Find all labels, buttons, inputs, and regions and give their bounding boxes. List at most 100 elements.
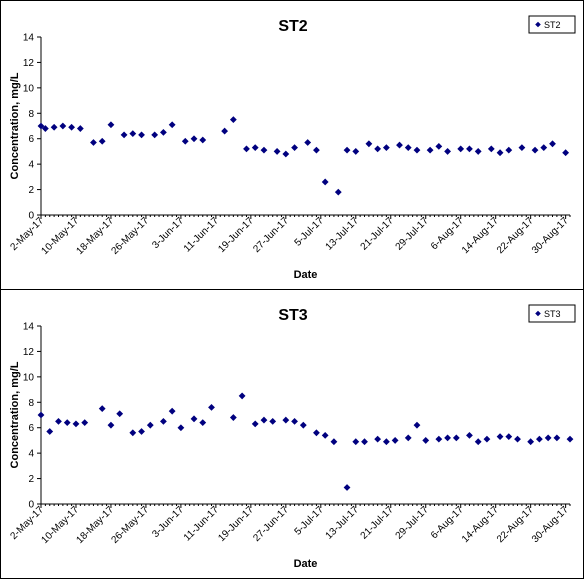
x-tick-label: 22-Aug-17 (495, 504, 536, 545)
data-point (199, 419, 207, 427)
data-point (562, 149, 570, 157)
chart-panel-st3: ST3 0 2 4 6 8 10 12 14 2-May-17 10-May-17 18-May-17… (0, 289, 584, 579)
data-point (382, 438, 390, 446)
legend-box (528, 15, 576, 34)
data-point (181, 137, 189, 145)
legend-label: ST3 (544, 309, 561, 319)
chart-svg-st3: ST3024681012142-May-1710-May-1718-May-17… (8, 304, 576, 570)
legend-label: ST2 (544, 20, 561, 30)
data-point (313, 429, 320, 437)
x-tick-label: 26-May-17 (109, 504, 151, 546)
data-point (553, 434, 561, 442)
data-point (444, 434, 451, 442)
data-point (496, 433, 504, 441)
data-point (269, 417, 277, 425)
legend: ST2 (528, 15, 576, 34)
data-point (487, 145, 495, 153)
data-point (168, 407, 176, 415)
data-point (334, 188, 342, 196)
data-point (404, 434, 412, 442)
data-point (116, 410, 124, 418)
data-point (365, 140, 373, 148)
data-point (55, 417, 62, 425)
y-tick-label: 12 (23, 58, 35, 69)
data-point (391, 437, 399, 444)
data-point (260, 146, 268, 154)
data-point (221, 127, 229, 135)
chart-title: ST3 (278, 307, 307, 324)
y-tick-label: 0 (28, 500, 34, 511)
data-point (37, 411, 45, 419)
chart-panel-st2: ST2 0 2 4 6 8 10 12 14 2-May-17 10-May-17 18-May-17… (0, 0, 584, 290)
data-point (540, 144, 548, 152)
x-tick-label: 21-Jul-17 (359, 504, 397, 542)
data-point (474, 148, 482, 155)
data-point (146, 421, 154, 429)
chart-title: ST2 (278, 18, 307, 35)
data-point (282, 416, 290, 424)
data-point (452, 434, 460, 442)
data-point (466, 431, 473, 439)
data-point (229, 116, 237, 124)
legend-box (528, 304, 576, 323)
y-tick-label: 2 (28, 185, 34, 196)
y-axis-label: Concentration, mg/L (9, 361, 21, 468)
data-point (160, 128, 167, 136)
data-point (444, 148, 451, 155)
x-tick-label: 13-Jul-17 (324, 504, 362, 542)
y-tick-label: 6 (28, 423, 34, 434)
x-tick-label: 19-Jun-17 (216, 504, 256, 544)
data-point (549, 140, 556, 148)
data-point (518, 144, 526, 152)
x-tick-label: 19-Jun-17 (216, 215, 256, 255)
data-point (435, 142, 443, 150)
data-point (426, 146, 434, 154)
data-point (190, 415, 198, 423)
data-point (72, 420, 80, 428)
y-tick-label: 8 (28, 109, 34, 120)
y-tick-label: 0 (28, 211, 34, 222)
data-point (514, 435, 521, 443)
data-point (177, 424, 185, 432)
x-tick-label: 3-Jun-17 (150, 215, 186, 251)
data-point (68, 123, 76, 131)
data-point (129, 429, 137, 437)
x-axis-label: Date (294, 269, 318, 281)
x-tick-label: 11-Jun-17 (182, 215, 221, 254)
data-point (483, 435, 491, 443)
data-point (107, 121, 115, 129)
y-tick-label: 4 (28, 449, 34, 460)
data-point (343, 484, 351, 491)
data-point (199, 136, 207, 144)
data-point (382, 144, 390, 152)
data-point (404, 144, 412, 152)
data-point (138, 131, 145, 139)
data-point (352, 438, 360, 446)
data-point (41, 125, 49, 132)
chart-svg-st2: ST2024681012142-May-1710-May-1718-May-17… (8, 15, 576, 281)
data-point (330, 438, 338, 446)
data-point (59, 122, 67, 130)
data-point (352, 148, 360, 155)
y-tick-label: 2 (28, 474, 34, 485)
data-point (98, 405, 106, 413)
data-point (50, 123, 58, 131)
x-tick-label: 29-Jul-17 (394, 215, 432, 253)
data-point (76, 125, 84, 132)
y-tick-label: 14 (23, 322, 35, 333)
data-point (422, 437, 430, 444)
data-point (243, 145, 250, 153)
data-point (251, 144, 259, 152)
data-point (260, 416, 268, 424)
data-point (466, 145, 473, 153)
data-point (138, 428, 145, 435)
data-point (321, 178, 329, 186)
data-point (98, 137, 106, 145)
data-point (396, 141, 403, 149)
data-point (63, 419, 71, 427)
x-tick-label: 29-Jul-17 (394, 504, 432, 542)
y-tick-label: 8 (28, 398, 34, 409)
data-point (190, 135, 198, 143)
data-point (168, 121, 176, 129)
data-point (531, 146, 539, 154)
